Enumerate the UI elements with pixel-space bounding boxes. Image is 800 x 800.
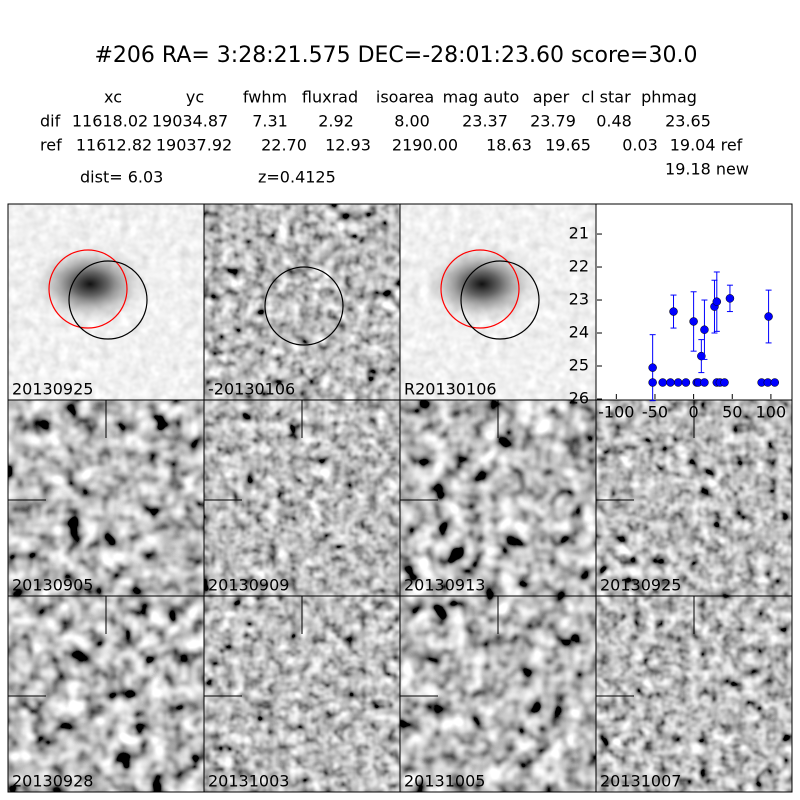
cell: 0.48 [596,112,632,131]
point [764,312,773,321]
lightcurve: 21 22 23 24 25 26 -100 -50 0 50 100 [569,203,793,422]
galaxy [422,244,542,324]
point [648,378,657,387]
panel-label: 20130925 [600,576,681,595]
cell: 19037.92 [156,136,232,155]
column-header: xc [104,88,122,107]
cell: 18.63 [486,136,532,155]
point [720,378,729,387]
cell: 19034.87 [152,112,228,131]
panel-label: 20131007 [600,772,681,791]
column-header: aper [533,88,570,107]
cell: 11612.82 [76,136,152,155]
image-panel: -20130106 [203,203,401,401]
panels: 20130925 -20130106 R20130106 20130905 201309… [7,203,793,793]
y-tick-label: 25 [569,356,589,375]
point [725,294,735,303]
image-panel: 20130928 [7,595,205,793]
image-panel: 20131003 [203,595,401,793]
column-header: yc [186,88,204,107]
cell: 19.65 [545,136,591,155]
row-label: ref [40,136,62,155]
point [700,325,709,334]
image-panel: 20130913 [399,399,597,597]
row-label: dif [40,112,61,131]
image [204,204,400,400]
point [770,378,780,387]
cell: 8.00 [394,112,430,131]
cell: 2190.00 [392,136,458,155]
panel-label: 20131003 [208,772,289,791]
phmag-new: 19.18 new [665,160,749,179]
cell: 23.65 [665,112,711,131]
x-tick-label: -100 [598,403,634,422]
image-panel: R20130106 [399,203,597,401]
point [697,351,706,361]
panel-label: 20130909 [208,576,289,595]
x-tick-label: 100 [756,403,787,422]
panel-label: 20130905 [12,576,93,595]
image-panel: 20130905 [7,399,205,597]
panel-label: 20130913 [404,576,485,595]
det-circle [264,266,344,346]
y-tick-label: 21 [569,224,589,243]
cell: 11618.02 [72,112,148,131]
column-header: mag auto [443,88,520,107]
point [700,378,709,387]
cell: 22.70 [261,136,307,155]
point [681,378,691,387]
panel-label: 20130925 [12,380,93,399]
x-tick-label: 0 [689,403,699,422]
ref-circle [48,249,128,329]
redshift: z=0.4125 [258,168,336,187]
dist: dist= 6.03 [80,168,163,187]
image-panel: 20131007 [595,595,793,793]
panel-label: 20131005 [404,772,485,791]
column-header: isoarea [376,88,434,107]
title: #206 RA= 3:28:21.575 DEC=-28:01:23.60 sc… [95,43,698,68]
column-header: phmag [641,88,697,107]
ref-circle [440,249,520,329]
cell: 23.37 [462,112,508,131]
panel-label: R20130106 [404,380,497,399]
point [712,297,722,306]
image-panel: 20130909 [203,399,401,597]
x-tick-label: 50 [722,403,742,422]
cell: 0.03 [622,136,658,155]
det-circle [460,260,540,340]
point [669,307,678,316]
image-panel: 20130925 [7,203,205,401]
det-circle [68,260,148,340]
y-tick-label: 24 [569,323,589,342]
galaxy [30,244,150,324]
panel-label: 20130928 [12,772,93,791]
point [648,363,657,372]
point [658,378,667,387]
y-tick-label: 23 [569,290,589,309]
y-tick-label: 22 [569,257,589,276]
y-tick-label: 26 [569,389,589,408]
cell: 2.92 [318,112,354,131]
cell: 12.93 [325,136,371,155]
cell: 7.31 [252,112,288,131]
panel-border [595,595,793,793]
cell: 19.04 ref [670,136,743,155]
point [666,378,675,387]
panel-label: -20130106 [208,380,295,399]
column-header: fwhm [243,88,287,107]
column-header: fluxrad [302,88,358,107]
point [689,317,698,326]
x-tick-label: -50 [642,403,668,422]
image-panel: 20130925 [595,399,793,597]
column-header: cl star [581,88,631,107]
image-panel: 20131005 [399,595,597,793]
cell: 23.79 [530,112,576,131]
point [673,378,683,387]
